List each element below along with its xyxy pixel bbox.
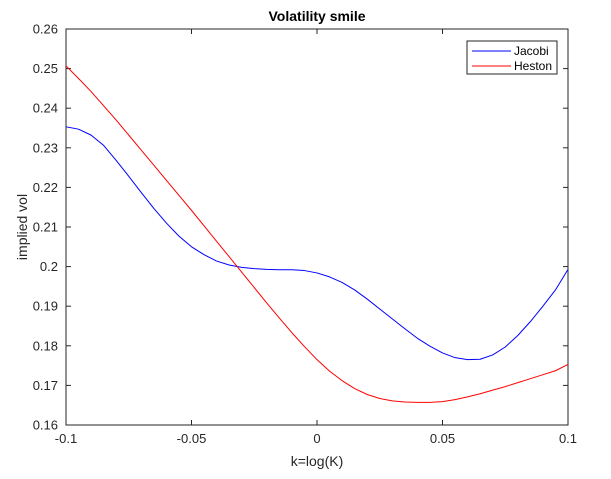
x-tick-label: 0.05 (430, 431, 455, 446)
y-tick-label: 0.23 (33, 140, 58, 155)
legend: Jacobi Heston (466, 40, 558, 75)
y-tick-label: 0.25 (33, 61, 58, 76)
y-tick-label: 0.21 (33, 220, 58, 235)
x-tick-label: -0.1 (55, 431, 77, 446)
y-tick-label: 0.22 (33, 180, 58, 195)
series-line-jacobi (65, 126, 569, 361)
y-tick-label: 0.2 (40, 259, 58, 274)
x-axis-title: k=log(K) (291, 453, 344, 469)
x-tick-label: 0.1 (559, 431, 577, 446)
y-tick-label: 0.16 (33, 418, 58, 433)
chart-title: Volatility smile (269, 8, 366, 24)
y-axis-title: implied vol (14, 194, 30, 260)
series-lines (65, 65, 569, 403)
legend-label-heston: Heston (514, 59, 552, 73)
y-tick-label: 0.24 (33, 101, 58, 116)
y-tick-label: 0.19 (33, 299, 58, 314)
series-line-heston (65, 65, 569, 403)
legend-label-jacobi: Jacobi (514, 44, 549, 58)
legend-box (466, 40, 558, 75)
x-tick-label: -0.05 (177, 431, 207, 446)
x-tick-labels: -0.1 -0.05 0 0.05 0.1 (55, 431, 577, 446)
y-tick-label: 0.18 (33, 338, 58, 353)
axis-ticks (65, 28, 569, 426)
y-tick-label: 0.17 (33, 378, 58, 393)
plot-area (65, 28, 569, 426)
y-tick-label: 0.26 (33, 22, 58, 37)
x-tick-label: 0 (313, 431, 320, 446)
y-tick-labels: 0.16 0.17 0.18 0.19 0.2 0.21 0.22 0.23 0.24 0.25 0… (33, 22, 58, 433)
